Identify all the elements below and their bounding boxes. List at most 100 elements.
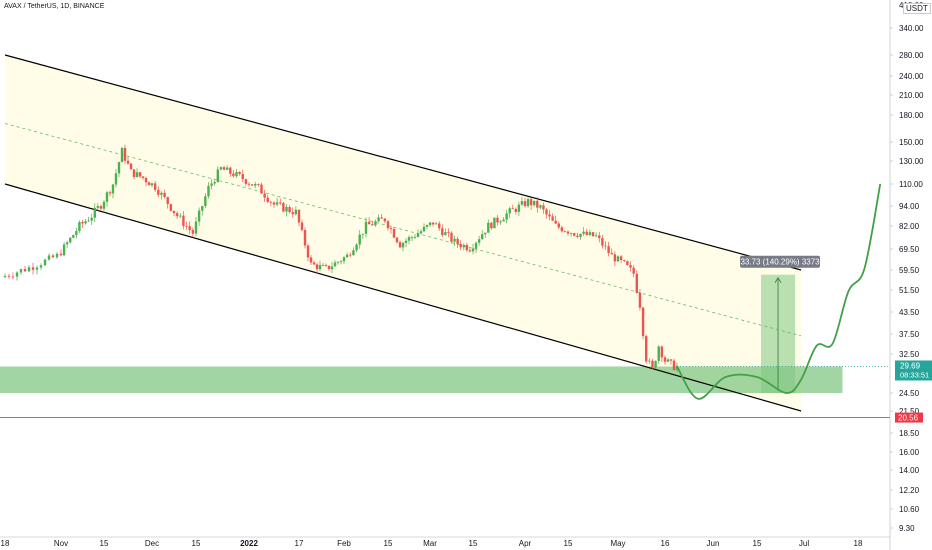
- candle-body: [632, 267, 635, 274]
- candle-body: [185, 226, 188, 227]
- price-tick-label: 37.50: [899, 330, 920, 339]
- candle-body: [579, 233, 582, 237]
- candle-body: [69, 237, 72, 243]
- candle-body: [480, 234, 484, 240]
- candle-body: [3, 275, 7, 278]
- candle-body: [425, 224, 429, 227]
- candle-body: [297, 209, 301, 223]
- price-tick-label: 150.00: [899, 138, 924, 147]
- candle-body: [324, 265, 328, 266]
- candle-body: [333, 262, 337, 267]
- candle-body: [207, 185, 210, 197]
- candle-body: [444, 232, 447, 236]
- candle-body: [244, 179, 248, 184]
- candle-body: [413, 236, 417, 238]
- candle-body: [31, 267, 35, 270]
- candle-body: [339, 261, 343, 263]
- price-tick-label: 69.50: [899, 245, 920, 254]
- candle-body: [383, 218, 387, 222]
- measure-arrow-head: [774, 276, 782, 283]
- candle-body: [232, 173, 235, 177]
- candle-body: [499, 221, 502, 223]
- candle-body: [285, 207, 288, 212]
- candle-body: [591, 232, 595, 237]
- projection-path[interactable]: [676, 183, 882, 400]
- price-tick-label: 16.00: [899, 448, 920, 457]
- channel-lower-line[interactable]: [4, 183, 802, 412]
- candle-body: [35, 267, 39, 270]
- candle-body: [306, 245, 310, 258]
- support-marker-label: 20.56: [898, 414, 919, 423]
- candle-body: [349, 254, 352, 256]
- candle-body: [576, 235, 579, 237]
- candle-body: [166, 197, 169, 205]
- candles: [3, 144, 679, 373]
- time-tick-label: Feb: [337, 539, 351, 548]
- time-tick-label: 16: [661, 539, 670, 548]
- candle-body: [474, 242, 478, 249]
- candle-body: [477, 239, 481, 243]
- price-tick-label: 51.50: [899, 286, 920, 295]
- candle-body: [132, 169, 136, 177]
- candle-body: [7, 275, 11, 277]
- candle-body: [238, 172, 241, 174]
- candle-body: [27, 267, 31, 272]
- price-tick-label: 240.00: [899, 72, 924, 81]
- candle-body: [144, 177, 148, 183]
- candle-body: [47, 255, 51, 260]
- support-marker-badge[interactable]: [895, 412, 923, 423]
- candle-body: [569, 233, 573, 234]
- time-tick-label: 15: [100, 539, 109, 548]
- candle-body: [657, 346, 660, 361]
- candle-body: [309, 257, 313, 263]
- candle-body: [648, 360, 651, 362]
- time-tick-label: 2022: [240, 539, 258, 548]
- candle-body: [247, 183, 251, 185]
- candle-body: [616, 256, 620, 262]
- channel-upper-line[interactable]: [4, 54, 802, 271]
- candle-body: [272, 202, 276, 205]
- candle-body: [598, 235, 601, 239]
- time-tick-label: 18: [854, 539, 863, 548]
- currency-badge[interactable]: USDT: [903, 3, 931, 14]
- candle-body: [288, 207, 291, 213]
- price-tick-label: 180.00: [899, 111, 924, 120]
- candle-body: [560, 227, 564, 232]
- current-price-badge[interactable]: [895, 360, 932, 381]
- candle-body: [358, 234, 361, 245]
- candle-body: [487, 222, 490, 233]
- candle-body: [459, 244, 462, 248]
- candle-body: [55, 253, 59, 258]
- candle-body: [117, 162, 121, 174]
- candle-body: [517, 204, 521, 212]
- candle-body: [250, 184, 254, 186]
- candle-body: [194, 221, 198, 234]
- candle-body: [364, 221, 368, 234]
- price-tick-label: 21.50: [899, 407, 920, 416]
- candle-body: [428, 222, 432, 225]
- candle-body: [386, 221, 390, 229]
- candle-body: [179, 215, 182, 217]
- candle-body: [216, 169, 220, 182]
- candle-body: [542, 205, 545, 210]
- candle-body: [114, 173, 118, 185]
- candle-body: [102, 201, 106, 209]
- candle-body: [573, 233, 576, 236]
- support-zone[interactable]: [0, 366, 843, 393]
- candle-body: [191, 229, 195, 234]
- candle-body: [300, 222, 304, 230]
- candle-body: [490, 222, 493, 229]
- candle-body: [72, 235, 75, 238]
- candle-body: [175, 213, 179, 217]
- time-tick-label: 15: [564, 539, 573, 548]
- candle-body: [465, 244, 469, 251]
- candle-body: [90, 217, 93, 221]
- candle-body: [361, 233, 365, 235]
- time-tick-label: Nov: [54, 539, 68, 548]
- candle-body: [275, 202, 279, 205]
- candle-body: [19, 269, 23, 273]
- candle-body: [312, 262, 316, 265]
- candle-body: [99, 206, 103, 209]
- candle-body: [163, 192, 166, 198]
